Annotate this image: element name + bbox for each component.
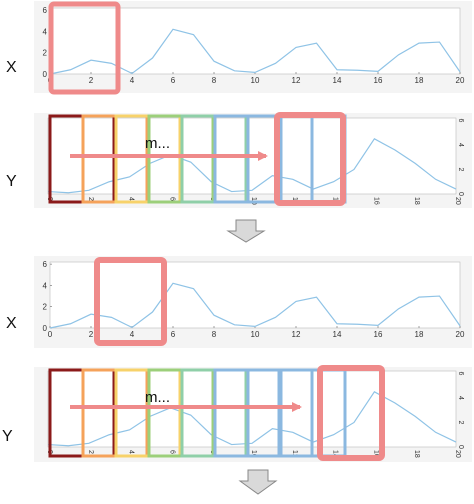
y-series-label: Y [6, 173, 17, 190]
y-tick-label: 0 [457, 445, 464, 449]
query-window-highlight [48, 1, 121, 95]
x-tick-label: 20 [454, 197, 461, 205]
x-tick-label: 20 [454, 450, 461, 458]
x-tick-label: 18 [413, 450, 420, 458]
x-tick-label: 2 [89, 76, 94, 85]
y-tick-label: 2 [43, 303, 48, 312]
x-tick-label: 12 [292, 330, 301, 339]
x-tick-label: 14 [333, 76, 342, 85]
motif-label: m... [145, 135, 170, 152]
x-tick-label: 14 [333, 330, 342, 339]
y-tick-label: 4 [43, 281, 48, 290]
y-tick-label: 2 [43, 49, 48, 58]
x-tick-label: 16 [372, 450, 379, 458]
x-tick-label: 18 [415, 76, 424, 85]
x-tick-label: 2 [87, 450, 94, 454]
x-tick-label: 16 [372, 197, 379, 205]
x-tick-label: 2 [87, 197, 94, 201]
x-tick-label: 12 [291, 450, 298, 458]
y-tick-label: 4 [43, 27, 48, 36]
x-tick-label: 8 [212, 76, 217, 85]
y-series-label: Y [2, 428, 13, 445]
y-tick-label: 0 [457, 192, 464, 196]
x-tick-label: 18 [413, 197, 420, 205]
x-tick-label: 10 [250, 450, 257, 458]
query-window-highlight [94, 257, 167, 346]
x-series-plot: 0 2 4 6 8 10 12 14 16 18 20 0 2 4 6 [43, 260, 465, 339]
current-match-window [274, 112, 346, 206]
x-tick-label: 16 [374, 330, 383, 339]
sliding-windows [48, 368, 347, 458]
plot-area [49, 7, 461, 75]
x-tick-label: 10 [251, 330, 260, 339]
y-tick-label: 6 [457, 118, 464, 122]
motif-label: m... [145, 389, 170, 406]
x-tick-label: 20 [456, 76, 465, 85]
x-tick-label: 4 [128, 197, 135, 201]
down-arrow-icon [238, 469, 278, 495]
x-tick-label: 6 [171, 330, 176, 339]
x-tick-label: 6 [168, 450, 175, 454]
y-tick-label: 4 [457, 396, 464, 400]
x-series-label: X [6, 315, 17, 332]
x-tick-label: 14 [332, 450, 339, 458]
y-tick-label: 2 [457, 421, 464, 425]
y-tick-label: 6 [43, 260, 48, 269]
x-tick-label: 2 [89, 330, 94, 339]
x-tick-label: 20 [456, 330, 465, 339]
x-tick-label: 4 [130, 330, 135, 339]
y-tick-label: 0 [43, 70, 48, 79]
x-tick-label: 18 [415, 330, 424, 339]
x-tick-label: 6 [168, 197, 175, 201]
sliding-window [279, 368, 347, 458]
y-tick-label: 6 [43, 6, 48, 15]
y-tick-label: 0 [43, 324, 48, 333]
y-tick-label: 6 [457, 371, 464, 375]
x-tick-label: 0 [48, 330, 53, 339]
current-match-window [317, 365, 385, 461]
down-arrow-icon [226, 219, 266, 243]
y-tick-label: 4 [457, 143, 464, 147]
x-tick-label: 6 [171, 76, 176, 85]
x-series-line [49, 282, 461, 329]
x-tick-label: 4 [128, 450, 135, 454]
plot-area [49, 261, 461, 329]
x-series-label: X [6, 59, 17, 76]
x-tick-label: 8 [212, 330, 217, 339]
x-tick-label: 10 [251, 76, 260, 85]
x-tick-label: 12 [292, 76, 301, 85]
x-tick-label: 4 [130, 76, 135, 85]
y-tick-label: 2 [457, 168, 464, 172]
x-tick-label: 16 [374, 76, 383, 85]
